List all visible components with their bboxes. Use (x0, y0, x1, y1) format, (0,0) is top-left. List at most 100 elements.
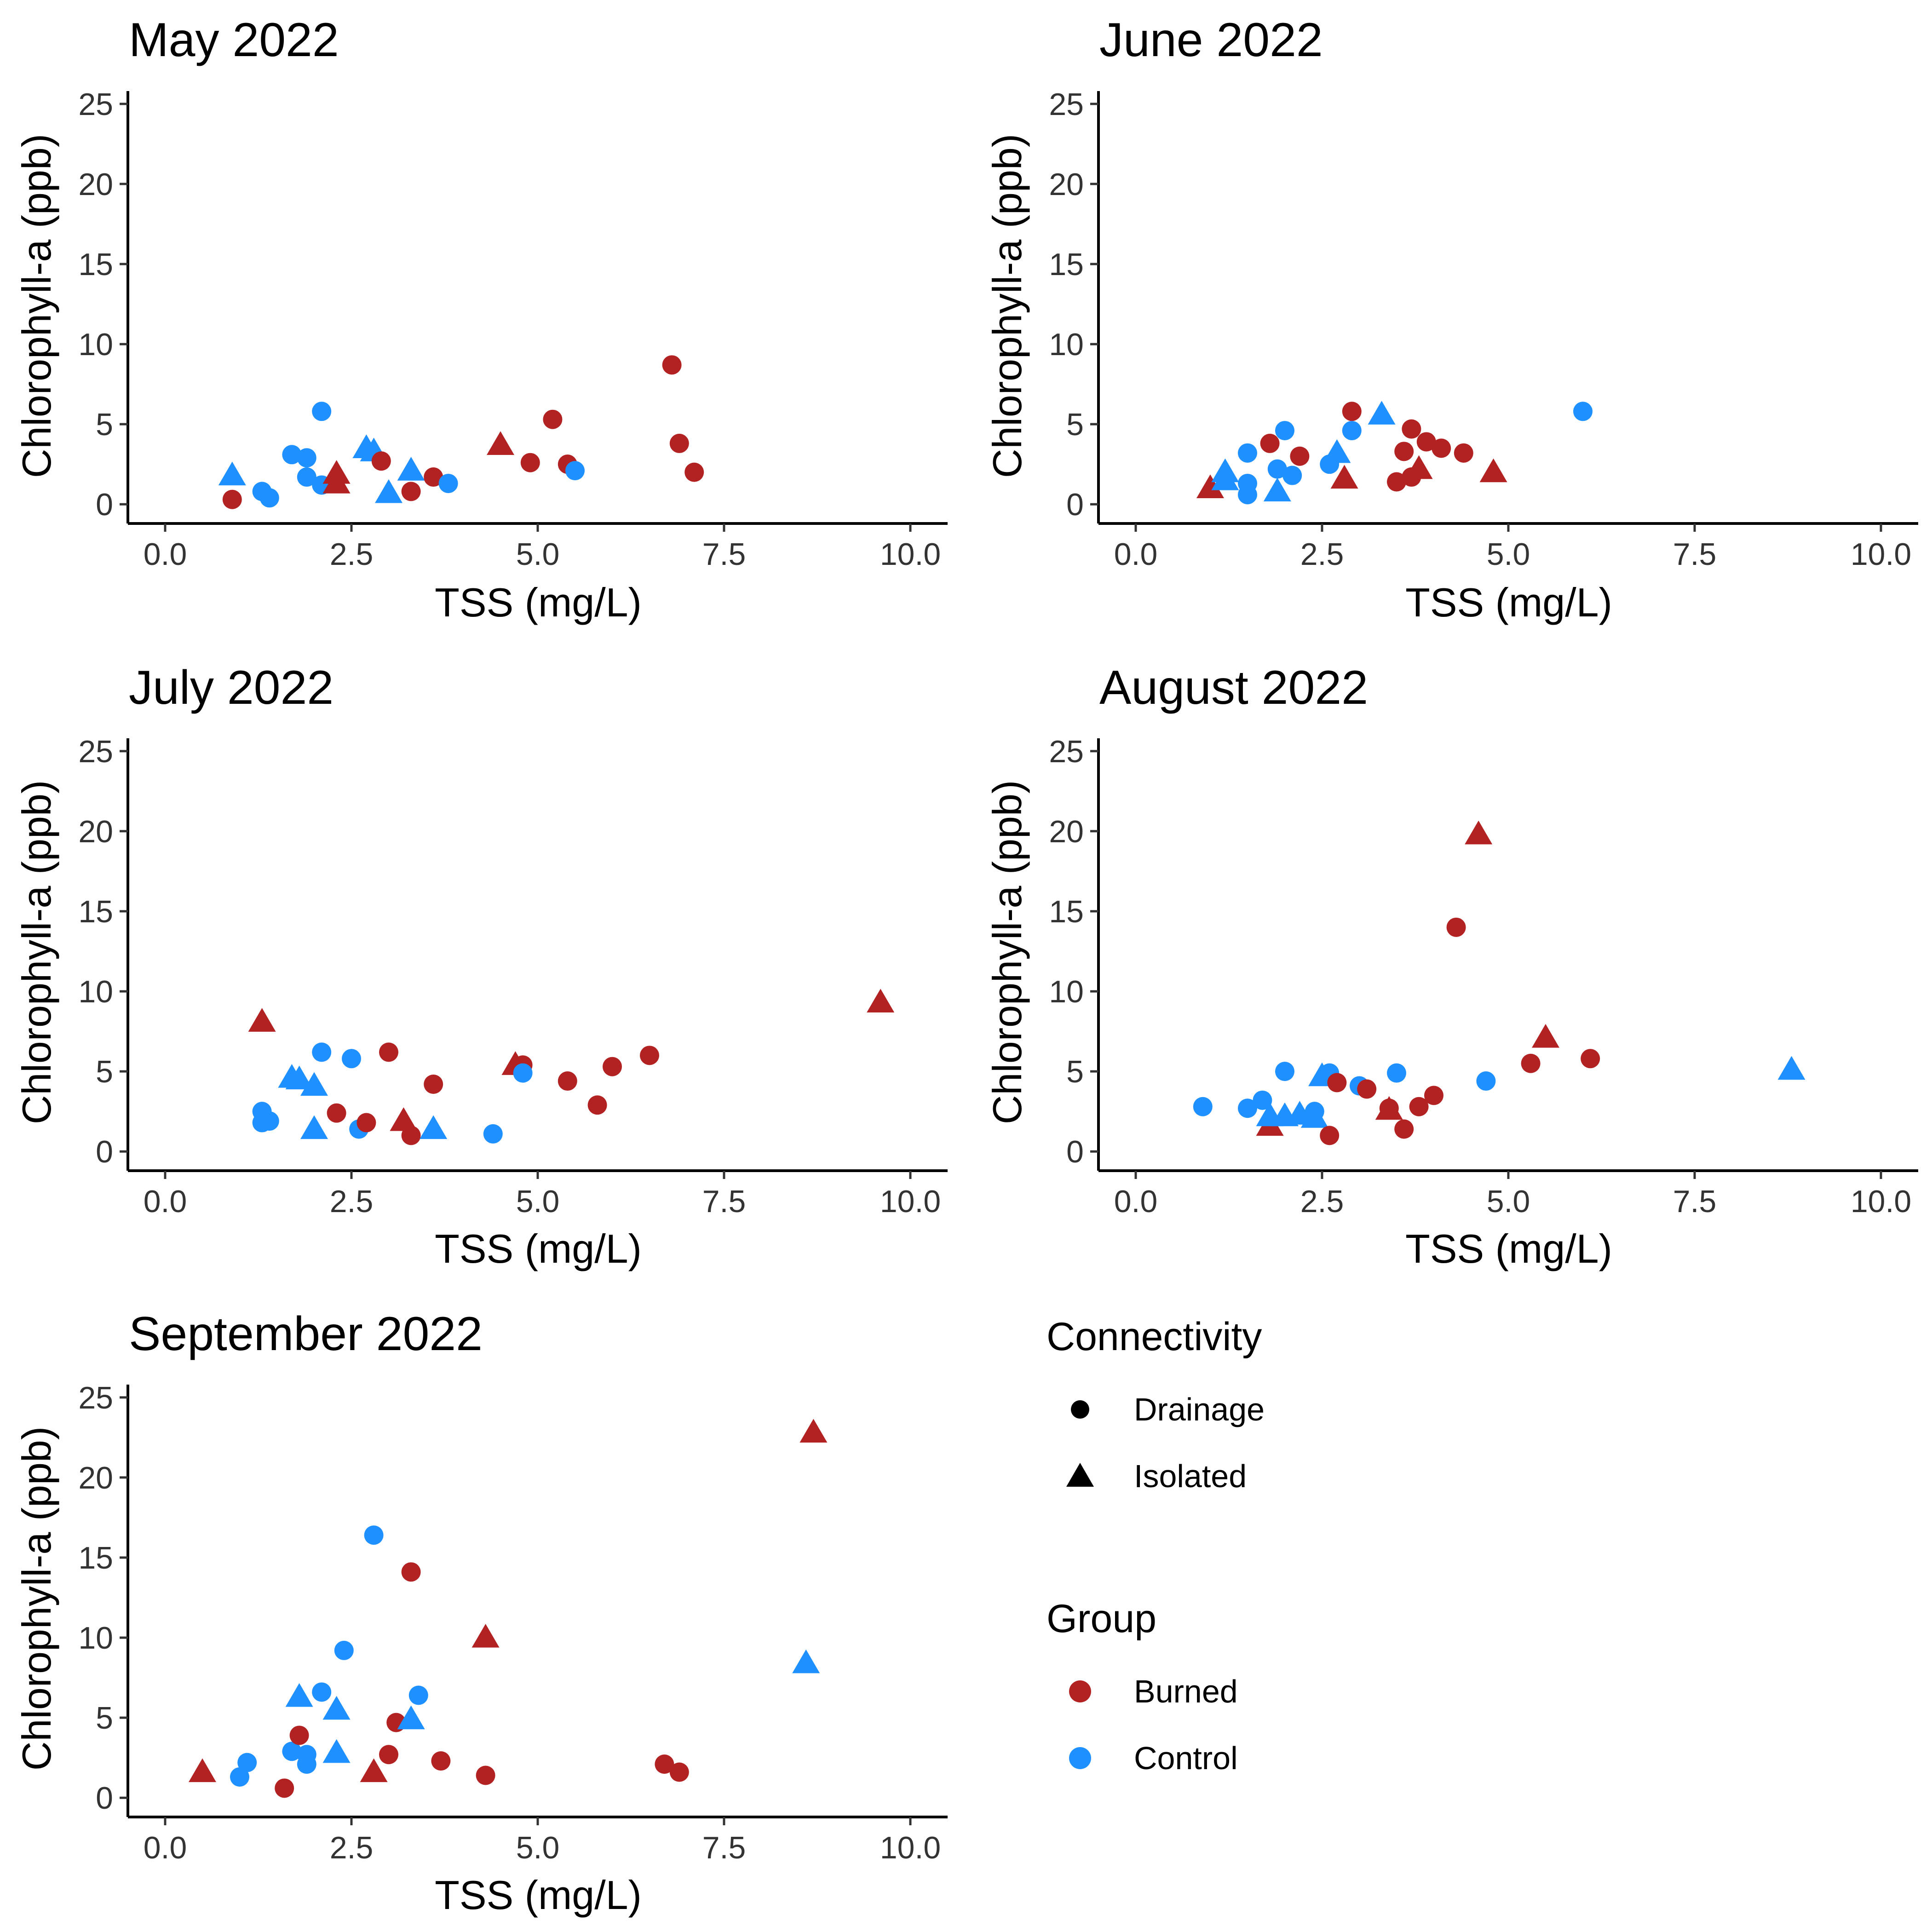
x-axis-title: TSS (mg/L) (435, 1226, 642, 1271)
data-point-burned-drainage (640, 1046, 659, 1065)
legend-label-control: Control (1134, 1740, 1238, 1776)
data-point-burned-drainage (1432, 438, 1451, 458)
legend-title-connectivity: Connectivity (1046, 1315, 1262, 1359)
panel-title: September 2022 (129, 1307, 483, 1361)
data-point-burned-drainage (1290, 446, 1310, 466)
data-point-burned-isolated (472, 1624, 500, 1648)
y-tick-label: 10 (78, 1621, 113, 1656)
y-tick-label: 0 (1066, 487, 1084, 522)
data-point-control-isolated (322, 1696, 351, 1720)
data-point-control-isolated (285, 1683, 313, 1707)
panel-september-2022: September 2022 Chlorophyll-a (ppb) TSS (… (14, 1307, 948, 1918)
panel-title: June 2022 (1099, 13, 1323, 67)
data-point-burned-drainage (1394, 1119, 1414, 1139)
data-point-control-drainage (1275, 421, 1294, 441)
data-point-burned-isolated (867, 989, 895, 1013)
data-point-control-drainage (513, 1063, 533, 1083)
x-tick-label: 2.5 (1300, 537, 1344, 572)
x-tick-label: 5.0 (1487, 1184, 1530, 1219)
y-tick-label: 15 (78, 1541, 113, 1576)
plot-area: 0.0 2.5 5.0 7.5 10.0 0 5 10 15 20 25 (1049, 734, 1918, 1219)
data-point-control-drainage (565, 461, 585, 481)
y-tick-label: 5 (1066, 1054, 1084, 1089)
data-point-burned-drainage (587, 1095, 607, 1115)
y-tick-label: 15 (1049, 894, 1084, 929)
data-point-burned-isolated (390, 1107, 418, 1131)
x-tick-label: 5.0 (516, 537, 560, 572)
data-point-burned-drainage (289, 1725, 309, 1745)
y-tick-label: 20 (1049, 167, 1084, 202)
data-point-control-drainage (230, 1767, 249, 1787)
x-tick-label: 0.0 (144, 1184, 187, 1219)
y-tick-label: 0 (96, 1134, 113, 1169)
plot-area: 0.0 2.5 5.0 7.5 10.0 0 5 10 15 20 25 (1049, 87, 1918, 572)
panel-may-2022: May 2022 Chlorophyll-a (ppb) TSS (mg/L) … (14, 13, 948, 625)
y-axis-title: Chlorophyll-a (ppb) (14, 134, 59, 478)
data-point-burned-isolated (189, 1758, 216, 1782)
data-point-control-drainage (1342, 421, 1362, 441)
data-point-control-drainage (1282, 466, 1302, 485)
data-point-control-isolated (218, 461, 246, 486)
y-tick-label: 20 (78, 814, 113, 849)
x-tick-label: 7.5 (702, 1184, 746, 1219)
data-point-burned-isolated (1465, 820, 1493, 845)
data-point-burned-drainage (379, 1042, 398, 1062)
data-point-control-isolated (397, 457, 425, 481)
x-tick-label: 0.0 (144, 537, 187, 572)
legend-drainage-circle-icon (1071, 1400, 1089, 1419)
data-point-burned-drainage (401, 1562, 421, 1582)
data-point-control-isolated (420, 1115, 448, 1139)
x-tick-label: 2.5 (330, 1830, 374, 1865)
data-point-control-drainage (342, 1049, 361, 1069)
y-tick-label: 25 (1049, 87, 1084, 122)
x-tick-label: 7.5 (702, 1830, 746, 1865)
data-point-control-isolated (375, 479, 402, 503)
y-tick-label: 0 (1066, 1134, 1084, 1169)
y-tick-label: 5 (96, 407, 113, 442)
data-point-control-drainage (312, 1682, 332, 1702)
y-tick-label: 0 (96, 1781, 113, 1816)
data-point-burned-drainage (401, 1126, 421, 1145)
y-tick-label: 5 (96, 1054, 113, 1089)
data-point-control-drainage (408, 1685, 428, 1705)
data-point-control-drainage (1193, 1097, 1213, 1116)
x-axis-title: TSS (mg/L) (1405, 580, 1612, 625)
data-point-burned-drainage (603, 1057, 622, 1076)
data-point-burned-drainage (1416, 432, 1436, 452)
data-point-burned-drainage (1402, 419, 1421, 439)
y-tick-label: 20 (1049, 814, 1084, 849)
x-tick-label: 0.0 (144, 1830, 187, 1865)
panel-title: July 2022 (129, 661, 334, 714)
data-point-burned-drainage (327, 1103, 346, 1123)
legend-label-isolated: Isolated (1134, 1458, 1247, 1494)
x-tick-label: 5.0 (516, 1830, 560, 1865)
data-point-control-drainage (1476, 1071, 1496, 1091)
data-point-burned-drainage (669, 433, 689, 453)
data-point-burned-isolated (1330, 465, 1358, 489)
data-point-burned-drainage (424, 467, 443, 487)
x-tick-label: 7.5 (1673, 1184, 1717, 1219)
x-tick-label: 2.5 (1300, 1184, 1344, 1219)
data-point-control-drainage (297, 1754, 316, 1774)
data-point-burned-isolated (1532, 1024, 1559, 1048)
data-point-burned-drainage (379, 1745, 398, 1765)
panel-june-2022: June 2022 Chlorophyll-a (ppb) TSS (mg/L)… (984, 13, 1918, 625)
y-tick-label: 15 (78, 247, 113, 282)
x-axis-title: TSS (mg/L) (435, 580, 642, 625)
data-point-control-drainage (312, 1042, 332, 1062)
data-point-burned-drainage (1424, 1086, 1443, 1105)
data-point-control-isolated (397, 1705, 425, 1730)
data-point-burned-isolated (1196, 474, 1224, 499)
data-point-burned-isolated (360, 1758, 388, 1782)
x-tick-label: 2.5 (330, 1184, 374, 1219)
data-point-burned-isolated (1405, 455, 1433, 479)
y-tick-label: 15 (78, 894, 113, 929)
data-point-control-drainage (282, 445, 302, 465)
data-point-control-isolated (322, 1739, 351, 1763)
plot-area: 0.0 2.5 5.0 7.5 10.0 0 5 10 15 20 25 (78, 734, 948, 1219)
x-tick-label: 10.0 (880, 1830, 941, 1865)
data-point-burned-drainage (684, 462, 704, 482)
y-axis-title: Chlorophyll-a (ppb) (14, 780, 59, 1124)
y-tick-label: 0 (96, 487, 113, 522)
